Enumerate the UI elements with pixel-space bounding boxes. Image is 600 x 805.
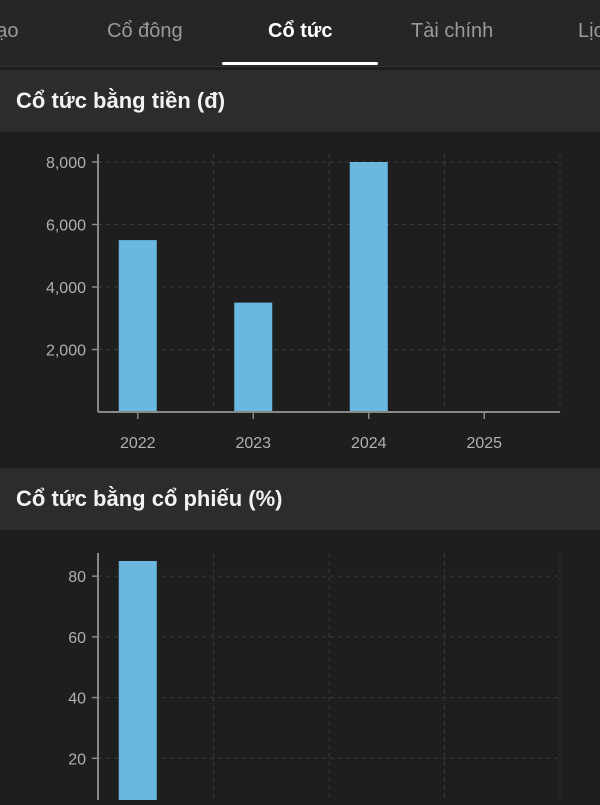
cash-dividend-title: Cổ tức bằng tiền (đ) xyxy=(16,88,226,113)
tab-lich[interactable]: Lịch xyxy=(578,20,600,42)
x-tick-label: 2024 xyxy=(351,435,387,452)
y-tick-label: 40 xyxy=(68,691,86,708)
tab-tai-chinh[interactable]: Tài chính xyxy=(411,20,494,42)
y-tick-label: 20 xyxy=(68,751,86,768)
active-tab-indicator xyxy=(222,62,378,65)
y-tick-label: 2,000 xyxy=(46,343,86,360)
tab-tao[interactable]: Tạo xyxy=(0,20,19,42)
stock-dividend-chart: 20 40 60 80 xyxy=(68,553,561,805)
stock-dividend-title: Cổ tức bằng cổ phiếu (%) xyxy=(16,486,283,511)
bar-2024 xyxy=(349,162,388,412)
y-tick-label: 4,000 xyxy=(46,280,86,297)
cash-dividend-header: Cổ tức bằng tiền (đ) xyxy=(0,70,600,132)
tab-bar: Tạo Cổ đông Cổ tức Tài chính Lịch xyxy=(0,0,600,67)
x-tick-label: 2022 xyxy=(120,435,156,452)
tab-co-dong[interactable]: Cổ đông xyxy=(107,20,183,42)
y-tick-label: 60 xyxy=(68,630,86,647)
stock-dividend-chart-area: 20 40 60 80 xyxy=(0,530,600,805)
y-tick-label: 80 xyxy=(68,569,86,586)
stock-dividend-header: Cổ tức bằng cổ phiếu (%) xyxy=(0,468,600,530)
x-tick-label: 2025 xyxy=(466,435,502,452)
cash-dividend-chart: 2,000 4,000 6,000 8,000 2022 2023 2024 2025 xyxy=(46,154,561,452)
cash-dividend-chart-area: 2,000 4,000 6,000 8,000 2022 2023 2024 2025 xyxy=(0,132,600,466)
bar-2022 xyxy=(118,240,157,412)
bar-2023 xyxy=(234,302,273,412)
x-tick-label: 2023 xyxy=(235,435,271,452)
y-tick-label: 8,000 xyxy=(46,155,86,172)
bar-2022 xyxy=(118,561,157,805)
tab-co-tuc[interactable]: Cổ tức xyxy=(268,20,333,42)
y-tick-label: 6,000 xyxy=(46,218,86,235)
